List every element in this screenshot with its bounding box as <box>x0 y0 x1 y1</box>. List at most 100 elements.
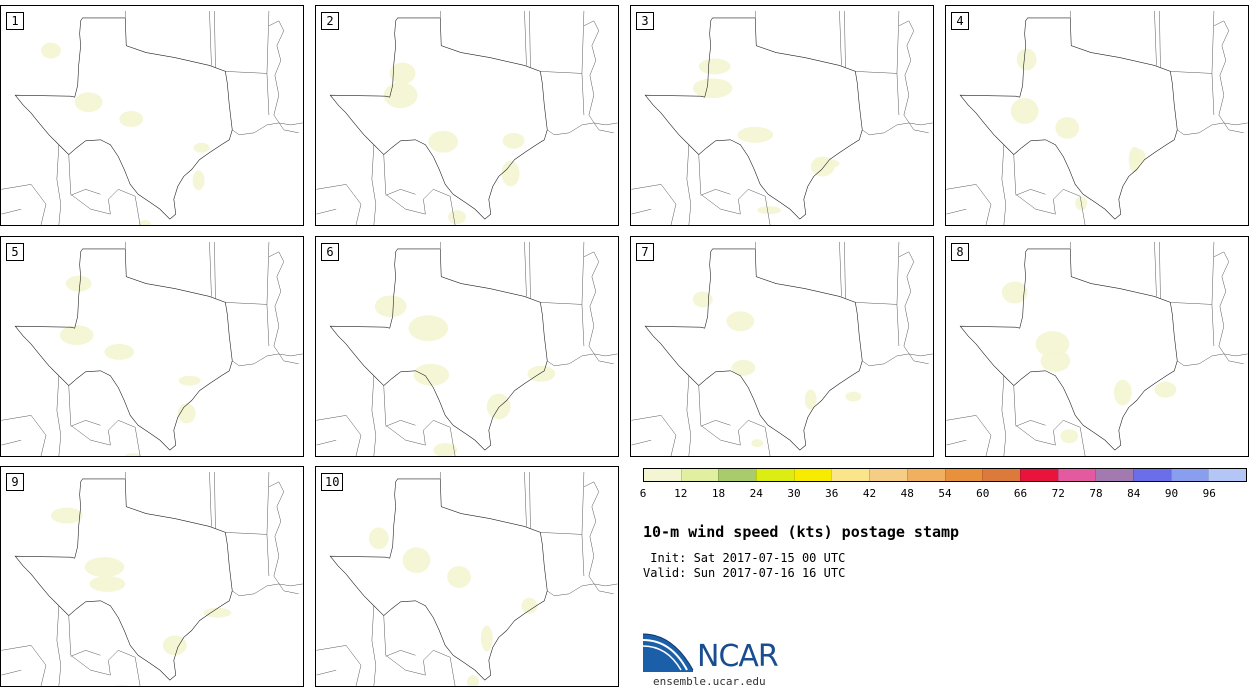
wind-shading <box>413 363 450 386</box>
state-border <box>540 532 585 577</box>
texas-border <box>959 248 1178 451</box>
state-border <box>547 353 618 367</box>
colorbar-tick-label: 72 <box>1051 487 1065 500</box>
state-border <box>844 241 846 299</box>
colorbar-tick-label: 78 <box>1089 487 1103 500</box>
colorbar-swatch <box>1057 469 1096 481</box>
state-border <box>316 208 337 215</box>
state-border <box>898 251 929 365</box>
wind-shading <box>726 311 755 332</box>
wind-shading <box>501 160 520 187</box>
ensemble-member-panel-6: 6 <box>315 236 619 457</box>
state-border <box>1013 154 1056 215</box>
state-border <box>946 208 967 215</box>
wind-shading <box>389 62 416 85</box>
wind-shading <box>193 142 210 153</box>
state-border <box>225 532 270 577</box>
wind-shading <box>50 507 83 524</box>
colorbar-tick-label: 42 <box>862 487 877 500</box>
colorbar-tick-label: 60 <box>976 487 990 500</box>
state-border <box>631 439 652 446</box>
wind-shading <box>178 375 201 386</box>
state-border <box>1 669 22 676</box>
colorbar-swatch <box>718 469 757 481</box>
state-border <box>896 10 900 74</box>
colorbar-swatch <box>1170 469 1209 481</box>
state-border <box>68 385 111 446</box>
state-border <box>686 375 692 456</box>
wind-shading <box>698 58 731 75</box>
website-url[interactable]: ensemble.ucar.edu <box>653 675 766 688</box>
state-border <box>698 154 741 215</box>
state-border <box>855 302 900 347</box>
colorbar-swatch <box>1132 469 1171 481</box>
wind-shading <box>408 315 449 342</box>
state-border <box>316 669 337 676</box>
colorbar-swatch <box>906 469 945 481</box>
wind-shading <box>1016 48 1037 71</box>
init-time: Init: Sat 2017-07-15 00 UTC <box>643 551 846 565</box>
state-border <box>56 144 62 225</box>
ensemble-member-panel-8: 8 <box>945 236 1249 457</box>
wind-shading <box>65 275 92 292</box>
state-border <box>268 481 299 595</box>
state-border <box>583 20 614 134</box>
state-border <box>844 10 846 68</box>
texas-map <box>1 10 303 225</box>
colorbar-tick-label: 36 <box>825 487 839 500</box>
wind-shading <box>1113 379 1132 406</box>
state-border <box>1053 420 1086 456</box>
state-border <box>946 439 967 446</box>
state-border <box>631 184 677 225</box>
state-border <box>209 241 212 297</box>
texas-map <box>316 471 618 686</box>
colorbar-swatch <box>1095 469 1133 481</box>
state-border <box>540 302 585 347</box>
state-border <box>225 71 270 116</box>
state-border <box>1177 353 1248 367</box>
state-border <box>1170 71 1215 116</box>
state-border <box>268 20 299 134</box>
colorbar-tick-label: 30 <box>787 487 801 500</box>
state-border <box>524 241 527 297</box>
colorbar-swatch <box>869 469 907 481</box>
state-border <box>898 20 929 134</box>
wind-shading <box>845 391 862 402</box>
ensemble-member-panel-5: 5 <box>0 236 304 457</box>
state-border <box>1213 251 1244 365</box>
ensemble-member-panel-7: 7 <box>630 236 934 457</box>
wind-shading <box>162 635 187 656</box>
state-border <box>1 645 47 686</box>
wind-shading <box>804 389 817 410</box>
chart-title: 10-m wind speed (kts) postage stamp <box>643 523 960 541</box>
state-border <box>738 189 771 225</box>
state-border <box>1 184 47 225</box>
colorbar-swatch <box>1208 469 1246 481</box>
state-border <box>1154 10 1157 66</box>
state-border <box>738 420 771 456</box>
state-border <box>524 10 527 66</box>
wind-shading <box>467 675 479 686</box>
state-border <box>1015 189 1046 196</box>
state-border <box>316 184 362 225</box>
wind-shading <box>486 393 511 420</box>
wind-shading <box>59 325 94 346</box>
member-number-label: 4 <box>951 12 969 30</box>
member-number-label: 3 <box>636 12 654 30</box>
ensemble-member-panel-2: 2 <box>315 5 619 226</box>
wind-shading <box>1055 116 1080 139</box>
colorbar-swatch <box>982 469 1020 481</box>
state-border <box>266 471 270 535</box>
colorbar-swatch <box>680 469 719 481</box>
state-border <box>209 471 212 527</box>
state-border <box>855 71 900 116</box>
texas-border <box>329 478 548 681</box>
wind-shading <box>810 156 835 177</box>
state-border <box>232 122 303 136</box>
state-border <box>1 208 22 215</box>
state-border <box>1 439 22 446</box>
wind-shading <box>84 557 125 577</box>
texas-border <box>329 248 548 451</box>
wind-shading <box>368 527 389 550</box>
state-border <box>839 10 842 66</box>
